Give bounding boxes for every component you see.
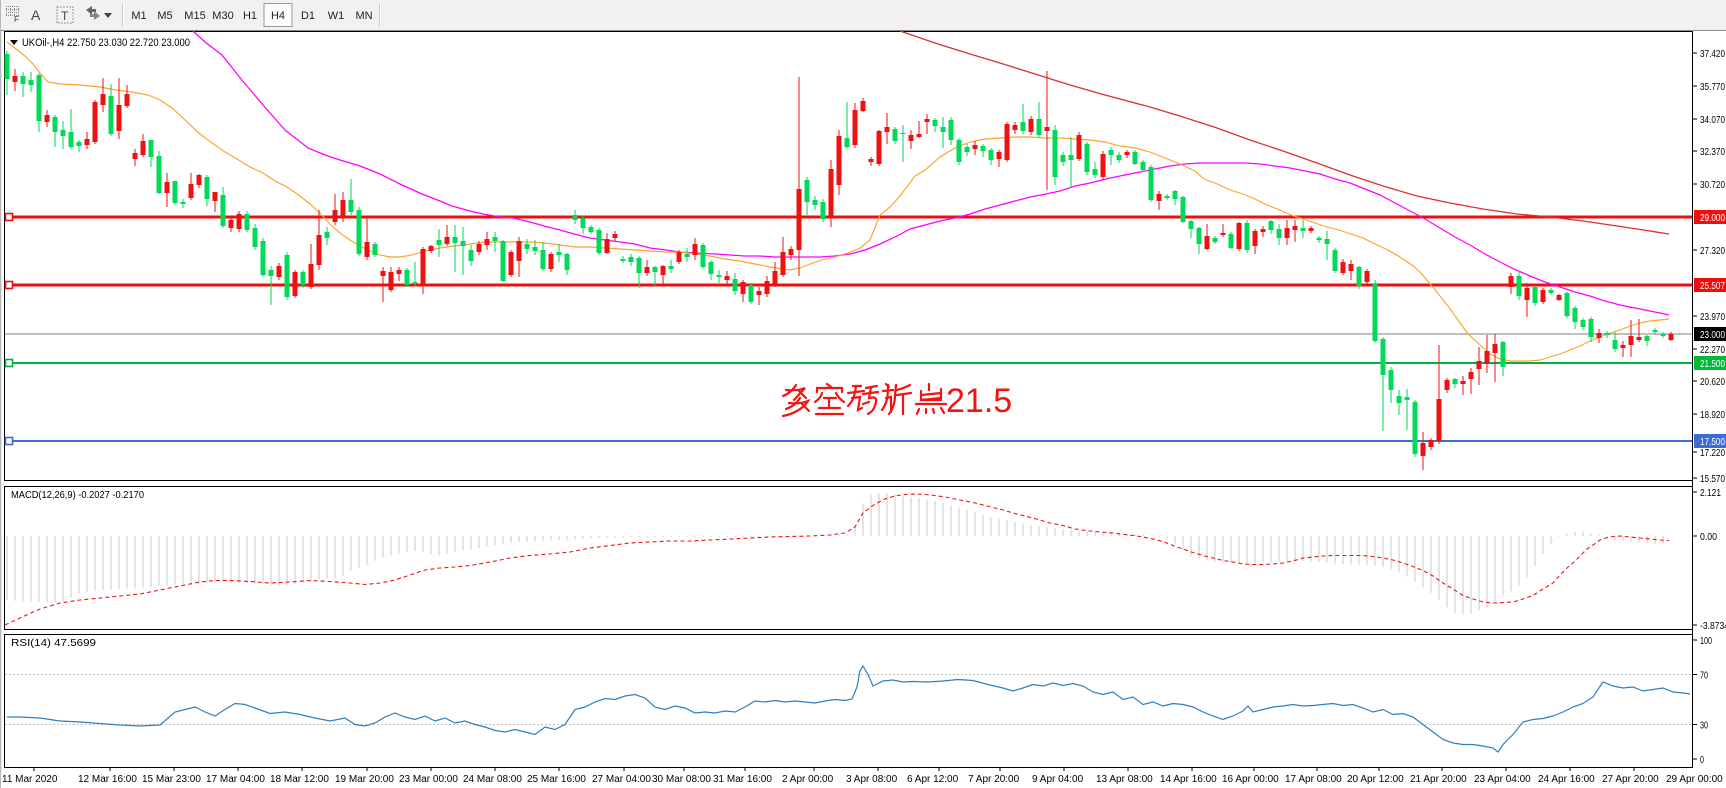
svg-text:30 Mar 08:00: 30 Mar 08:00 [652,774,711,785]
svg-text:18.920: 18.920 [1700,409,1725,421]
svg-text:100: 100 [1700,635,1712,647]
svg-text:7 Apr 20:00: 7 Apr 20:00 [968,774,1020,785]
svg-text:37.420: 37.420 [1700,48,1725,60]
svg-text:17.500: 17.500 [1700,436,1725,448]
svg-text:27.320: 27.320 [1700,245,1725,257]
svg-text:25.507: 25.507 [1700,280,1725,292]
svg-text:2.121: 2.121 [1700,487,1721,499]
svg-text:11 Mar 2020: 11 Mar 2020 [2,774,58,785]
svg-text:32.370: 32.370 [1700,146,1725,158]
svg-text:20 Apr 12:00: 20 Apr 12:00 [1347,774,1404,785]
svg-text:24 Apr 16:00: 24 Apr 16:00 [1538,774,1595,785]
svg-text:9 Apr 04:00: 9 Apr 04:00 [1032,774,1084,785]
svg-text:31 Mar 16:00: 31 Mar 16:00 [713,774,772,785]
svg-text:70: 70 [1700,670,1708,682]
svg-text:M5: M5 [157,10,172,22]
svg-text:UKOil-,H4 22.750 23.030 22.72: UKOil-,H4 22.750 23.030 22.720 23.000 [22,37,190,49]
svg-text:34.070: 34.070 [1700,114,1725,126]
svg-text:23 Mar 00:00: 23 Mar 00:00 [399,774,458,785]
svg-text:23.000: 23.000 [1700,329,1725,341]
svg-text:21 Apr 20:00: 21 Apr 20:00 [1410,774,1467,785]
svg-text:12 Mar 16:00: 12 Mar 16:00 [78,774,137,785]
svg-text:21.500: 21.500 [1700,358,1725,370]
svg-text:17 Apr 08:00: 17 Apr 08:00 [1285,774,1342,785]
svg-text:21.5: 21.5 [946,382,1012,420]
svg-text:A: A [31,7,41,23]
svg-text:MACD(12,26,9) -0.2027 -0.2170: MACD(12,26,9) -0.2027 -0.2170 [11,489,144,501]
svg-text:23 Apr 04:00: 23 Apr 04:00 [1474,774,1531,785]
svg-text:MN: MN [355,10,372,22]
svg-text:17 Mar 04:00: 17 Mar 04:00 [206,774,265,785]
svg-text:T: T [61,9,69,23]
svg-text:17.220: 17.220 [1700,447,1725,459]
svg-text:15.570: 15.570 [1700,473,1725,485]
svg-text:15 Mar 23:00: 15 Mar 23:00 [142,774,201,785]
svg-text:2 Apr 00:00: 2 Apr 00:00 [782,774,834,785]
svg-text:M15: M15 [184,10,205,22]
svg-text:25 Mar 16:00: 25 Mar 16:00 [527,774,586,785]
svg-text:20.620: 20.620 [1700,376,1725,388]
svg-text:M1: M1 [131,10,146,22]
svg-text:29 Apr 00:00: 29 Apr 00:00 [1666,774,1723,785]
svg-text:30.720: 30.720 [1700,179,1725,191]
svg-text:16 Apr 00:00: 16 Apr 00:00 [1222,774,1279,785]
svg-text:H1: H1 [243,10,257,22]
svg-text:H4: H4 [271,10,285,22]
svg-text:29.000: 29.000 [1700,212,1725,224]
svg-text:M30: M30 [212,10,233,22]
svg-text:3 Apr 08:00: 3 Apr 08:00 [846,774,898,785]
svg-text:18 Mar 12:00: 18 Mar 12:00 [270,774,329,785]
svg-text:19 Mar 20:00: 19 Mar 20:00 [335,774,394,785]
svg-text:14 Apr 16:00: 14 Apr 16:00 [1160,774,1217,785]
svg-text:-3.8734: -3.8734 [1700,620,1726,632]
svg-text:23.970: 23.970 [1700,311,1725,323]
svg-text:W1: W1 [328,10,345,22]
svg-text:0.00: 0.00 [1700,531,1717,543]
svg-text:27 Mar 04:00: 27 Mar 04:00 [592,774,651,785]
svg-text:13 Apr 08:00: 13 Apr 08:00 [1096,774,1153,785]
svg-text:35.770: 35.770 [1700,81,1725,93]
svg-text:22.270: 22.270 [1700,344,1725,356]
svg-text:0: 0 [1700,754,1704,766]
svg-text:D1: D1 [301,10,315,22]
svg-text:F: F [14,15,19,24]
svg-text:24 Mar 08:00: 24 Mar 08:00 [463,774,522,785]
svg-text:RSI(14) 47.5699: RSI(14) 47.5699 [11,637,96,649]
svg-text:6 Apr 12:00: 6 Apr 12:00 [907,774,959,785]
svg-text:30: 30 [1700,720,1708,732]
svg-text:27 Apr 20:00: 27 Apr 20:00 [1602,774,1659,785]
